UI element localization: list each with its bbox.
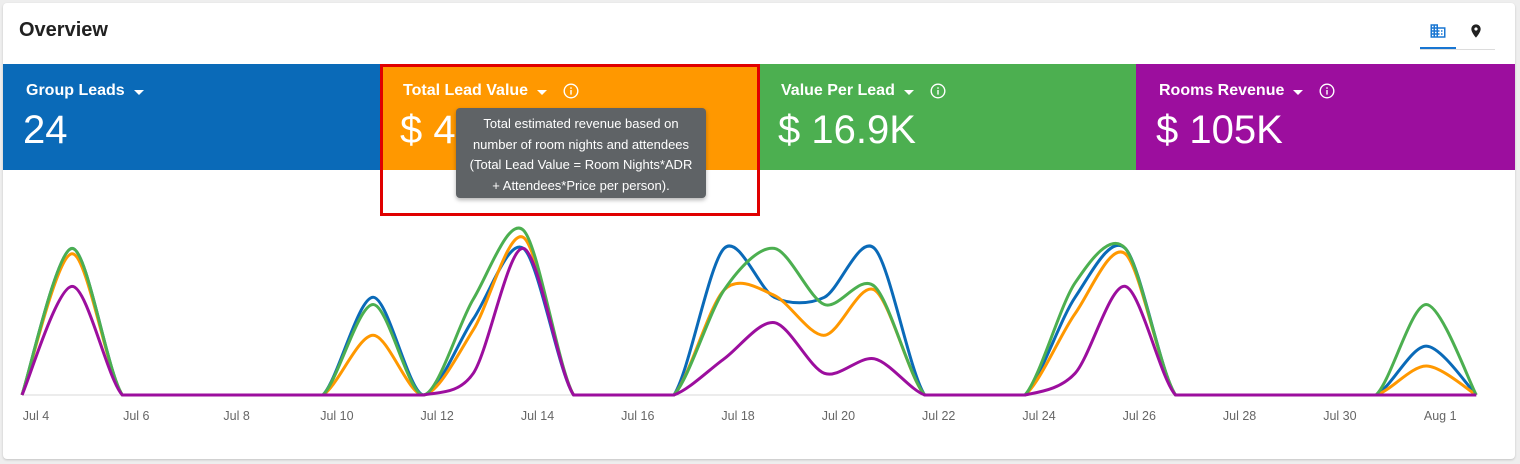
tile-value: $ 4 xyxy=(400,108,456,152)
series-line-3[interactable] xyxy=(20,246,1477,397)
caret-down-icon[interactable] xyxy=(133,89,144,95)
tile-label: Value Per Lead xyxy=(781,82,895,99)
x-axis-ticks: Jul 4 Jul 6 Jul 8 Jul 10 Jul 12 Jul 14 Jul 16 J… xyxy=(23,409,1457,423)
tile-group-leads[interactable]: Group Leads 24 xyxy=(3,64,380,170)
tile-value: $ 105K xyxy=(1156,108,1283,152)
tooltip-line: number of room nights and attendees xyxy=(472,136,690,152)
tooltip: Total estimated revenue based on number … xyxy=(456,108,706,198)
tile-label: Group Leads xyxy=(26,82,125,99)
tile-header[interactable]: Group Leads xyxy=(26,82,144,100)
tile-header[interactable]: Total Lead Value xyxy=(403,82,579,100)
info-icon[interactable] xyxy=(563,83,579,99)
page-title: Overview xyxy=(19,19,108,41)
tile-header[interactable]: Rooms Revenue xyxy=(1159,82,1335,100)
series-line-2[interactable] xyxy=(20,226,1478,397)
x-tick-label: Jul 8 xyxy=(223,409,249,423)
tile-value: $ 16.9K xyxy=(778,108,916,152)
x-tick-label: Jul 6 xyxy=(123,409,149,423)
x-tick-label: Jul 12 xyxy=(421,409,454,423)
x-tick-label: Jul 20 xyxy=(822,409,855,423)
leads-line-chart: Jul 4 Jul 6 Jul 8 Jul 10 Jul 12 Jul 14 Jul 16 J… xyxy=(20,226,1478,423)
map-view-button[interactable] xyxy=(1458,15,1494,47)
info-icon[interactable] xyxy=(1319,83,1335,99)
x-tick-label: Jul 14 xyxy=(521,409,554,423)
building-view-button[interactable] xyxy=(1420,15,1456,49)
caret-down-icon[interactable] xyxy=(1293,89,1304,95)
highlight-box xyxy=(380,64,760,216)
tile-rooms-revenue[interactable]: Rooms Revenue $ 105K xyxy=(1136,64,1515,170)
x-tick-label: Jul 4 xyxy=(23,409,49,423)
x-tick-label: Jul 16 xyxy=(621,409,654,423)
tile-header[interactable]: Value Per Lead xyxy=(781,82,946,100)
building-icon xyxy=(1430,24,1446,38)
series-line-0[interactable] xyxy=(20,244,1478,397)
x-tick-label: Jul 30 xyxy=(1323,409,1356,423)
tile-value: 24 xyxy=(23,108,68,152)
tile-value-per-lead[interactable]: Value Per Lead $ 16.9K xyxy=(758,64,1136,170)
location-pin-icon xyxy=(1471,24,1481,38)
tooltip-line: (Total Lead Value = Room Nights*ADR xyxy=(469,157,693,172)
x-tick-label: Jul 22 xyxy=(922,409,955,423)
x-tick-label: Jul 28 xyxy=(1223,409,1256,423)
x-tick-label: Jul 18 xyxy=(721,409,754,423)
tooltip-line: Total estimated revenue based on xyxy=(483,116,679,131)
info-icon[interactable] xyxy=(930,83,946,99)
tooltip-line: + Attendees*Price per person). xyxy=(492,177,670,193)
series-layer xyxy=(20,226,1478,397)
x-tick-label: Jul 24 xyxy=(1022,409,1055,423)
view-toggle xyxy=(1420,15,1495,50)
x-tick-label: Jul 26 xyxy=(1123,409,1156,423)
caret-down-icon[interactable] xyxy=(903,89,914,95)
x-tick-label: Jul 10 xyxy=(320,409,353,423)
caret-down-icon[interactable] xyxy=(537,89,548,95)
tile-label: Total Lead Value xyxy=(403,82,529,99)
tile-label: Rooms Revenue xyxy=(1159,82,1285,99)
x-tick-label: Aug 1 xyxy=(1424,409,1457,423)
